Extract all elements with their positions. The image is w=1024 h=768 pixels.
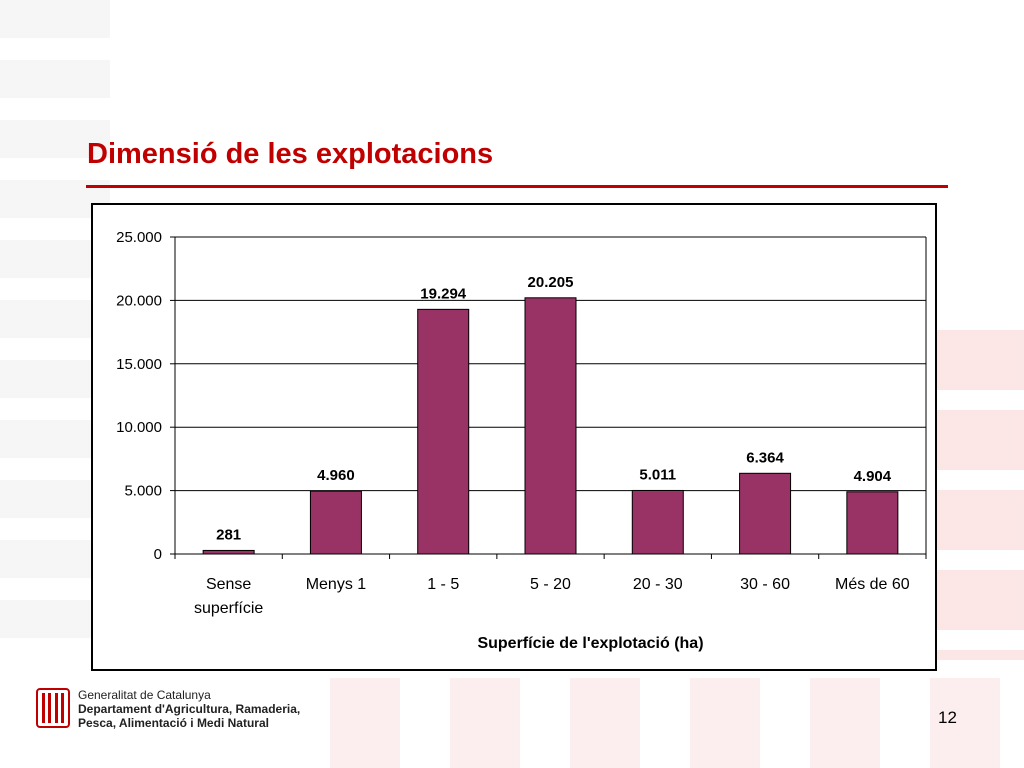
chart-frame: 0 5.000 10.000 15.000 20.000 25.000 281 Sense su… — [91, 203, 937, 671]
data-label: 4.960 — [317, 467, 355, 484]
y-tick-label: 10.000 — [116, 419, 162, 436]
x-tick-label: 5 - 20 — [530, 576, 571, 593]
bar — [524, 297, 577, 555]
bar — [846, 491, 899, 555]
data-label: 6.364 — [746, 449, 784, 466]
x-tick-label: 1 - 5 — [427, 576, 459, 593]
y-tick-label: 5.000 — [124, 483, 162, 500]
watermark-bottom — [330, 678, 1024, 768]
page-title: Dimensió de les explotacions — [87, 138, 494, 170]
data-label: 4.904 — [854, 468, 892, 485]
data-label: 5.011 — [639, 466, 676, 483]
footer-org-text: Generalitat de Catalunya Departament d'A… — [78, 688, 300, 730]
org-name: Generalitat de Catalunya — [78, 688, 211, 702]
generalitat-logo-icon — [36, 688, 70, 728]
watermark-right — [934, 330, 1024, 660]
bar — [309, 490, 362, 555]
page-number: 12 — [938, 708, 957, 727]
x-axis-title: Superfície de l'explotació (ha) — [477, 635, 703, 652]
x-tick-label: Més de 60 — [835, 576, 910, 593]
data-label: 281 — [216, 526, 241, 543]
data-label: 20.205 — [528, 274, 574, 291]
x-tick-label: Sense superfície — [194, 576, 263, 617]
title-underline — [86, 185, 948, 188]
bar-chart: 0 5.000 10.000 15.000 20.000 25.000 281 Sense su… — [116, 229, 927, 652]
x-tick-label: 30 - 60 — [740, 576, 790, 593]
bar — [739, 472, 792, 555]
bar — [417, 308, 470, 555]
bar — [631, 489, 684, 555]
dept-line-1: Departament d'Agricultura, Ramaderia, — [78, 702, 301, 716]
y-tick-label: 15.000 — [116, 356, 162, 373]
x-tick-label: 20 - 30 — [633, 576, 683, 593]
bar — [202, 549, 255, 555]
dept-line-2: Pesca, Alimentació i Medi Natural — [78, 716, 269, 730]
y-tick-label: 0 — [154, 546, 162, 563]
data-label: 19.294 — [420, 285, 467, 302]
y-tick-label: 25.000 — [116, 229, 162, 246]
y-tick-label: 20.000 — [116, 292, 162, 309]
x-tick-label: Menys 1 — [306, 576, 367, 593]
